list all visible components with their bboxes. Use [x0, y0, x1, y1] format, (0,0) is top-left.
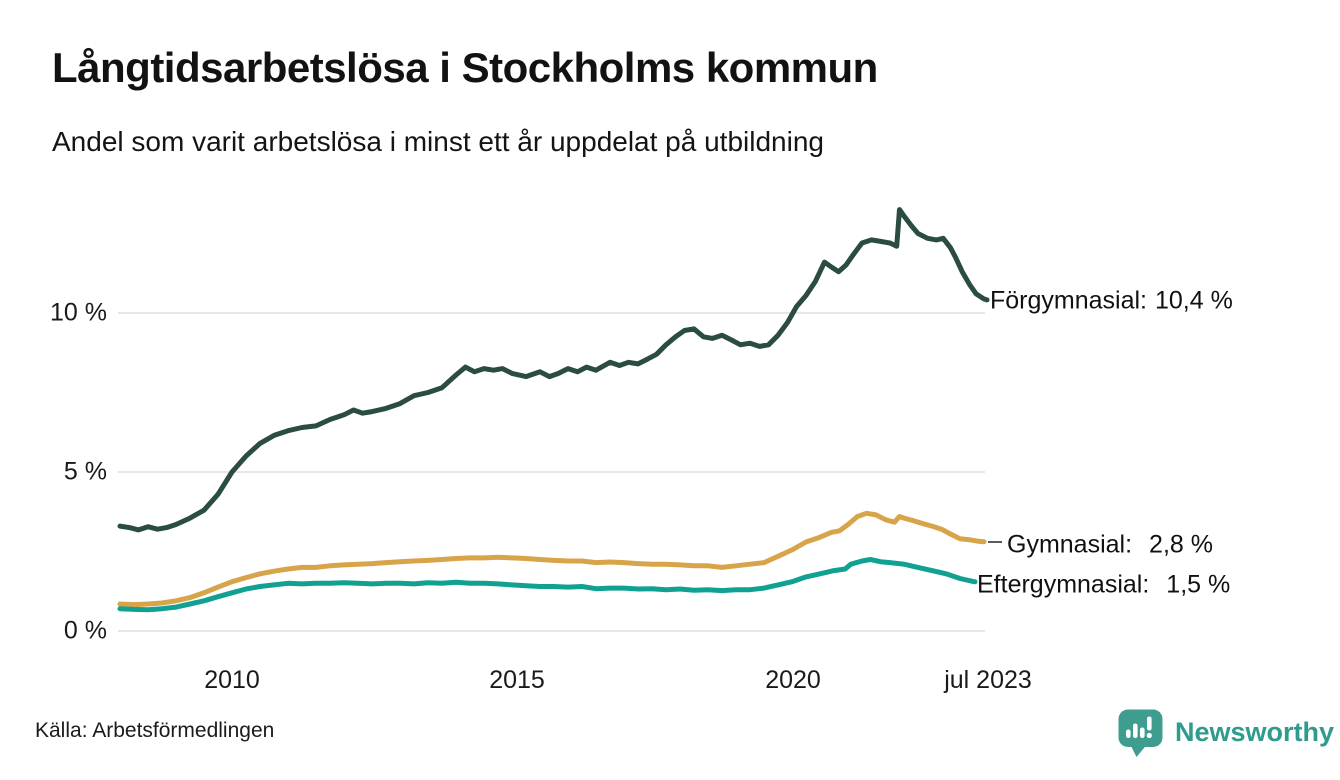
x-axis-tick-2010: 2010	[204, 666, 260, 694]
page-subtitle: Andel som varit arbetslösa i minst ett å…	[52, 126, 824, 157]
line-label-forgymnasial: Förgymnasial: 10,4 %	[990, 287, 1233, 316]
source-note: Källa: Arbetsförmedlingen	[35, 719, 275, 742]
x-axis-tick-2015: 2015	[489, 666, 545, 694]
y-axis-tick-10: 10 %	[50, 298, 107, 327]
newsworthy-logo: Newsworthy	[1117, 708, 1334, 758]
line-label-eftergymnasial: Eftergymnasial: 1,5 %	[977, 571, 1230, 600]
y-axis-tick-5: 5 %	[63, 457, 107, 486]
x-axis-tick-2020: 2020	[765, 666, 821, 694]
line-label-gymnasial: Gymnasial: 2,8 %	[1007, 531, 1213, 560]
series-name: Eftergymnasial:	[977, 570, 1150, 599]
series-name: Gymnasial:	[1007, 530, 1133, 559]
line-frgymnasial	[117, 207, 990, 533]
series-value: 10,4 %	[1155, 286, 1233, 315]
x-axis-tick-jul-2023: jul 2023	[944, 666, 1032, 694]
newsworthy-barchart-pin-icon	[1118, 709, 1163, 757]
series-value: 2,8 %	[1149, 530, 1213, 559]
y-axis-tick-0: 0 %	[63, 616, 107, 645]
series-value: 1,5 %	[1166, 570, 1231, 599]
line-eftergymnasial	[117, 557, 978, 613]
page-title: Långtidsarbetslösa i Stockholms kommun	[52, 44, 878, 91]
line-gymnasial	[117, 510, 987, 608]
newsworthy-wordmark: Newsworthy	[1175, 717, 1335, 747]
series-name: Förgymnasial:	[990, 286, 1147, 315]
